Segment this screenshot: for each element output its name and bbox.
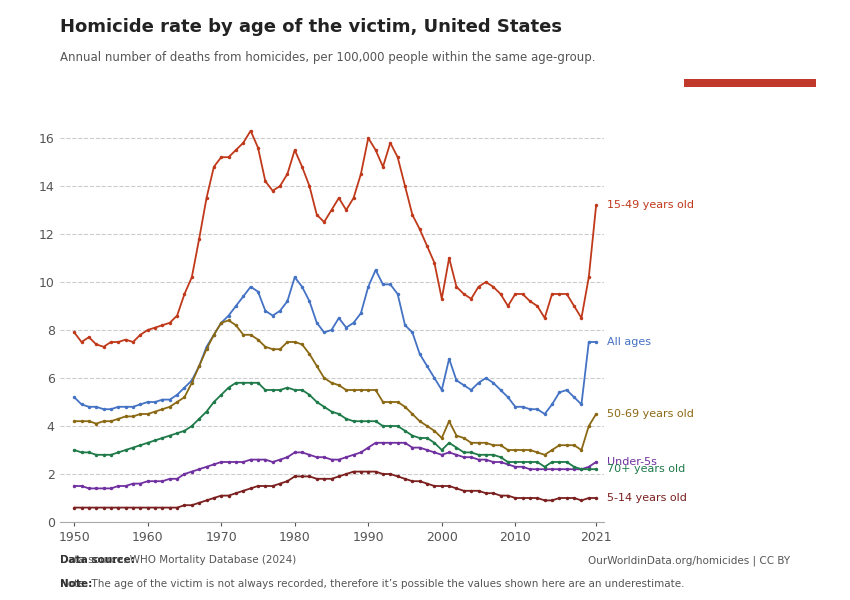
Text: Our World: Our World bbox=[717, 34, 784, 47]
Text: OurWorldinData.org/homicides | CC BY: OurWorldinData.org/homicides | CC BY bbox=[588, 555, 790, 565]
Text: 50-69 years old: 50-69 years old bbox=[607, 409, 694, 419]
Text: Note:: Note: bbox=[60, 579, 92, 589]
Text: All ages: All ages bbox=[607, 337, 651, 347]
Text: in Data: in Data bbox=[726, 58, 774, 71]
Text: 70+ years old: 70+ years old bbox=[607, 464, 685, 474]
Text: 15-49 years old: 15-49 years old bbox=[607, 200, 694, 210]
Text: Data source:: Data source: bbox=[60, 555, 134, 565]
Text: Annual number of deaths from homicides, per 100,000 people within the same age-g: Annual number of deaths from homicides, … bbox=[60, 51, 595, 64]
Text: Under-5s: Under-5s bbox=[607, 457, 657, 467]
Text: 5-14 years old: 5-14 years old bbox=[607, 493, 687, 503]
Text: Data source: WHO Mortality Database (2024): Data source: WHO Mortality Database (202… bbox=[60, 555, 296, 565]
Text: Homicide rate by age of the victim, United States: Homicide rate by age of the victim, Unit… bbox=[60, 18, 562, 36]
Text: Note: The age of the victim is not always recorded, therefore it’s possible the : Note: The age of the victim is not alway… bbox=[60, 579, 684, 589]
Bar bbox=[684, 79, 816, 87]
